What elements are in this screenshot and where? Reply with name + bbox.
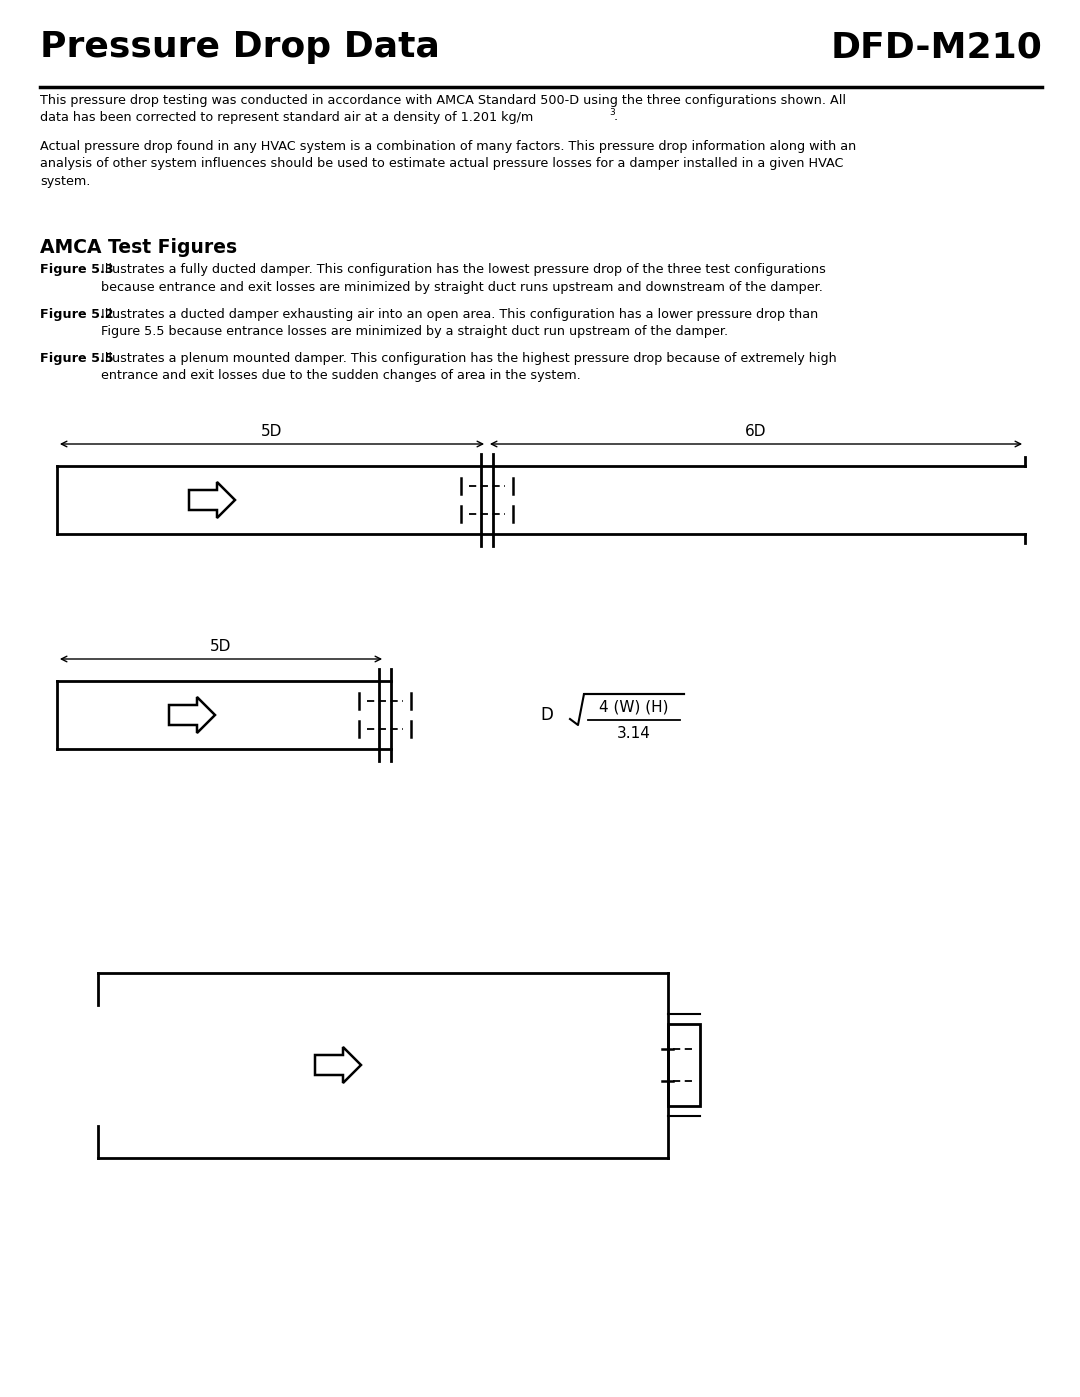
Text: Actual pressure drop found in any HVAC system is a combination of many factors. : Actual pressure drop found in any HVAC s… xyxy=(40,140,856,189)
Text: Illustrates a fully ducted damper. This configuration has the lowest pressure dr: Illustrates a fully ducted damper. This … xyxy=(102,263,826,293)
Text: Figure 5.2: Figure 5.2 xyxy=(40,307,118,321)
Text: 3.14: 3.14 xyxy=(617,725,651,740)
Text: 4 (W) (H): 4 (W) (H) xyxy=(599,700,669,714)
Bar xyxy=(669,1024,700,1106)
Text: AMCA Test Figures: AMCA Test Figures xyxy=(40,237,238,257)
Text: This pressure drop testing was conducted in accordance with AMCA Standard 500-D : This pressure drop testing was conducted… xyxy=(40,94,846,124)
Text: Illustrates a ducted damper exhausting air into an open area. This configuration: Illustrates a ducted damper exhausting a… xyxy=(102,307,819,338)
Text: D: D xyxy=(540,705,553,724)
Text: .: . xyxy=(615,110,618,123)
Text: Pressure Drop Data: Pressure Drop Data xyxy=(40,29,440,64)
Text: Illustrates a plenum mounted damper. This configuration has the highest pressure: Illustrates a plenum mounted damper. Thi… xyxy=(102,352,837,383)
Text: DFD-M210: DFD-M210 xyxy=(831,29,1042,64)
Text: 3: 3 xyxy=(609,108,615,117)
Text: 6D: 6D xyxy=(745,425,767,439)
Text: 5D: 5D xyxy=(211,638,232,654)
Text: Figure 5.3: Figure 5.3 xyxy=(40,263,118,277)
Text: Figure 5.5: Figure 5.5 xyxy=(40,352,118,365)
Text: 5D: 5D xyxy=(261,425,283,439)
